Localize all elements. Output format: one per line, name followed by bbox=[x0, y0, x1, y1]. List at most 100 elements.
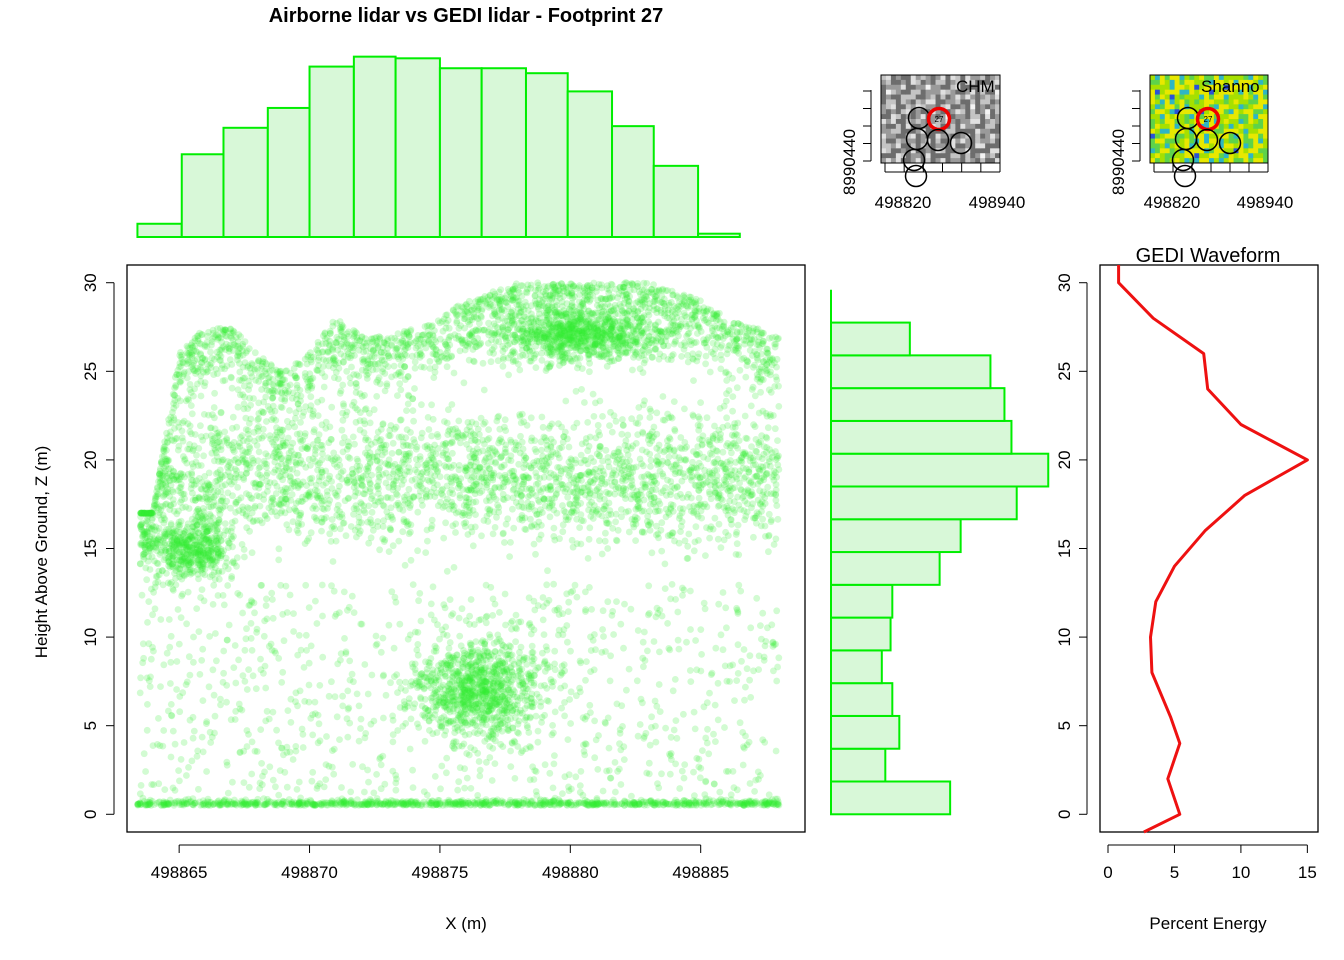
scatter-point bbox=[327, 799, 335, 807]
scatter-point bbox=[726, 799, 734, 807]
scatter-point bbox=[415, 597, 422, 605]
scatter-point bbox=[757, 622, 764, 629]
scatter-point bbox=[656, 708, 664, 715]
raster-cell bbox=[1169, 114, 1175, 120]
scatter-point bbox=[644, 647, 651, 655]
raster-cell bbox=[995, 89, 1000, 95]
raster-cell bbox=[990, 148, 996, 154]
scatter-point bbox=[527, 744, 535, 751]
raster-cell bbox=[881, 84, 887, 91]
raster-cell bbox=[1243, 109, 1249, 115]
raster-cell bbox=[1248, 79, 1254, 86]
scatter-point bbox=[655, 681, 663, 688]
raster-cell bbox=[940, 79, 946, 86]
scatter-point bbox=[634, 732, 642, 740]
scatter-point bbox=[407, 798, 414, 806]
scatter-point bbox=[459, 799, 467, 807]
raster-cell bbox=[915, 153, 922, 159]
scatter-point bbox=[446, 639, 454, 646]
scatter-point bbox=[253, 442, 261, 449]
scatter-point bbox=[386, 800, 394, 808]
raster-cell bbox=[1263, 75, 1268, 81]
scatter-point bbox=[486, 631, 493, 638]
raster-cell bbox=[1218, 79, 1225, 86]
scatter-point bbox=[451, 802, 459, 809]
raster-cell bbox=[1253, 158, 1259, 163]
scatter-point bbox=[198, 657, 206, 664]
raster-cell bbox=[1243, 153, 1249, 159]
scatter-point bbox=[283, 783, 291, 791]
raster-cell bbox=[990, 119, 996, 125]
scatter-point bbox=[236, 800, 244, 808]
raster-cell bbox=[1253, 84, 1259, 91]
raster-cell bbox=[970, 119, 976, 125]
scatter-point bbox=[157, 801, 165, 809]
scatter-point bbox=[271, 647, 278, 655]
scatter-point bbox=[539, 800, 547, 808]
scatter-point bbox=[422, 658, 429, 666]
scatter-point bbox=[577, 768, 585, 775]
scatter-point bbox=[341, 797, 349, 805]
scatter-point bbox=[722, 397, 730, 405]
raster-cell bbox=[881, 79, 887, 86]
scatter-point bbox=[650, 638, 658, 645]
scatter-point bbox=[739, 801, 747, 809]
raster-cell bbox=[1258, 158, 1264, 163]
raster-cell bbox=[1199, 84, 1205, 91]
scatter-point bbox=[658, 547, 666, 555]
scatter-point bbox=[449, 672, 457, 680]
scatter-point bbox=[156, 742, 164, 750]
scatter-point bbox=[222, 800, 230, 808]
scatter-point bbox=[227, 716, 235, 724]
scatter-point bbox=[627, 605, 635, 613]
raster-cell bbox=[915, 75, 922, 81]
scatter-point bbox=[295, 800, 303, 807]
scatter-point bbox=[558, 423, 565, 431]
scatter-point bbox=[770, 800, 778, 808]
raster-cell bbox=[1243, 133, 1249, 139]
raster-cell bbox=[955, 79, 961, 86]
scatter-point bbox=[563, 622, 571, 629]
scatter-point bbox=[504, 651, 512, 658]
raster-cell bbox=[900, 94, 907, 100]
raster-cell bbox=[1159, 143, 1166, 149]
raster-cell bbox=[920, 99, 927, 105]
scatter-point bbox=[412, 800, 420, 807]
scatter-point bbox=[483, 688, 490, 695]
raster-cell bbox=[1253, 133, 1259, 139]
scatter-point bbox=[365, 800, 373, 808]
scatter-point bbox=[765, 798, 773, 806]
scatter-point bbox=[513, 799, 521, 807]
raster-cell bbox=[890, 79, 897, 86]
scatter-point bbox=[774, 515, 782, 523]
scatter-point bbox=[658, 770, 665, 778]
scatter-point bbox=[475, 758, 483, 765]
raster-cell bbox=[1228, 104, 1234, 110]
scatter-point bbox=[260, 632, 268, 640]
raster-cell bbox=[1213, 148, 1220, 154]
raster-cell bbox=[885, 75, 892, 81]
raster-cell bbox=[881, 114, 887, 120]
scatter-point bbox=[731, 697, 738, 704]
raster-cell bbox=[1238, 104, 1244, 110]
raster-cell bbox=[900, 133, 907, 139]
scatter-point bbox=[136, 689, 144, 697]
scatter-point bbox=[329, 558, 337, 565]
raster-cell bbox=[1258, 128, 1264, 135]
raster-cell bbox=[920, 119, 927, 125]
scatter-point bbox=[697, 626, 705, 633]
raster-cell bbox=[1238, 109, 1244, 115]
raster-cell bbox=[1169, 89, 1175, 95]
scatter-point bbox=[727, 791, 735, 799]
raster-cell bbox=[970, 89, 976, 95]
raster-cell bbox=[1189, 138, 1195, 144]
raster-cell bbox=[1243, 128, 1249, 135]
raster-cell bbox=[960, 89, 966, 95]
footprint-circle bbox=[949, 131, 973, 155]
scatter-point bbox=[409, 784, 417, 791]
raster-cell bbox=[1150, 143, 1156, 149]
raster-cell bbox=[935, 158, 941, 163]
scatter-point bbox=[485, 649, 493, 656]
scatter-point bbox=[302, 581, 310, 589]
scatter-point bbox=[635, 801, 643, 809]
